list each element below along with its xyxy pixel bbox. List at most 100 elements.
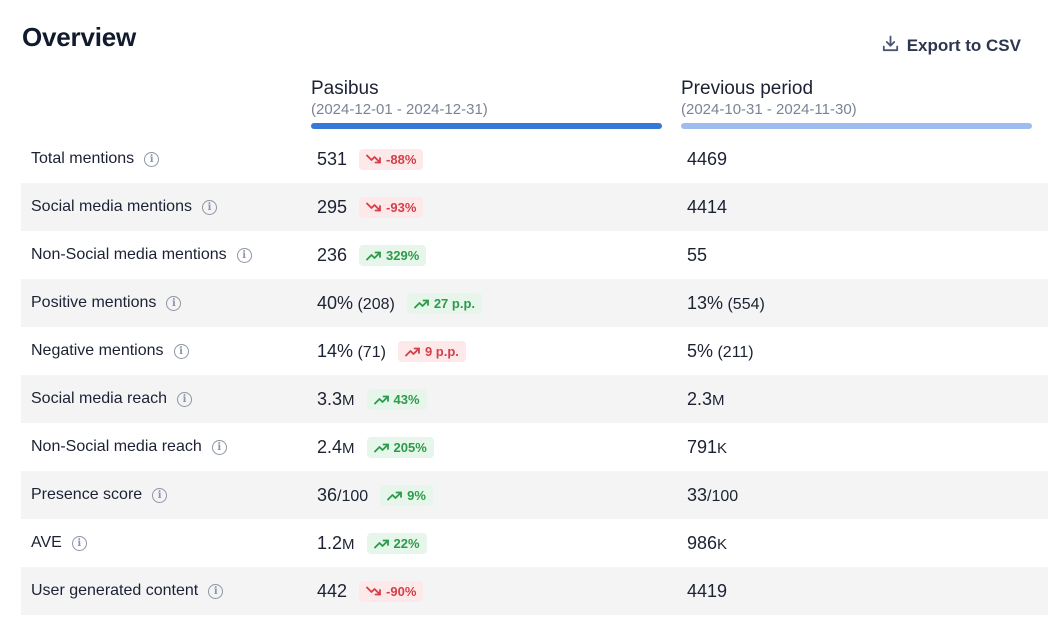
previous-value-cell: 986K — [687, 533, 727, 554]
previous-value-sub: M — [712, 391, 725, 409]
current-value-main: 3.3 — [317, 388, 343, 409]
change-value: 205% — [393, 439, 427, 455]
table-row: User generated content i 442 -90% 4419 — [21, 567, 1048, 615]
info-icon[interactable]: i — [152, 487, 168, 503]
current-value-sub: M — [342, 439, 355, 457]
current-value-cell: 2.4M 205% — [317, 436, 434, 458]
metric-label: Presence score i — [31, 486, 168, 504]
previous-value-cell: 5% (211) — [687, 341, 754, 362]
trend-up-icon — [373, 442, 389, 453]
previous-value-cell: 791K — [687, 437, 727, 458]
trend-down-icon — [366, 202, 381, 213]
previous-value-main: 4469 — [687, 148, 728, 169]
current-value-main: 236 — [317, 244, 348, 265]
previous-value-sub: K — [717, 535, 728, 553]
change-value: -90% — [386, 583, 417, 599]
previous-value-main: 33 — [687, 484, 708, 505]
column-header-current: Pasibus (2024-12-01 - 2024-12-31) — [311, 78, 662, 129]
change-value: -88% — [386, 151, 417, 167]
table-row: Non-Social media reach i 2.4M 205% 791K — [21, 423, 1048, 471]
previous-value-main: 4419 — [687, 580, 728, 601]
info-icon[interactable]: i — [177, 391, 193, 407]
previous-value-main: 55 — [687, 244, 708, 265]
current-value-main: 14% — [317, 340, 354, 361]
metric-label-text: Negative mentions — [31, 342, 164, 359]
current-value-main: 442 — [317, 580, 348, 601]
table-row: Non-Social media mentions i 236 329% 55 — [21, 231, 1048, 279]
previous-value-cell: 13% (554) — [687, 293, 765, 314]
metric-label-text: Positive mentions — [31, 294, 157, 311]
change-value: 9% — [407, 487, 426, 503]
export-csv-button[interactable]: Export to CSV — [882, 35, 1021, 57]
column-bar-current — [311, 123, 662, 129]
previous-value-main: 2.3 — [687, 388, 713, 409]
export-csv-label: Export to CSV — [906, 36, 1021, 55]
download-icon — [882, 35, 899, 57]
current-value-cell: 3.3M 43% — [317, 388, 427, 410]
table-row: Negative mentions i 14% (71) 9 p.p. 5% (… — [21, 327, 1048, 375]
trend-up-icon — [387, 490, 403, 501]
metric-label-text: Non-Social media reach — [31, 438, 202, 455]
metric-label-text: Social media mentions — [31, 198, 192, 215]
trend-down-icon — [366, 154, 381, 165]
metric-label: Positive mentions i — [31, 294, 182, 312]
metric-label: Total mentions i — [31, 150, 160, 168]
info-icon[interactable]: i — [144, 151, 160, 167]
metric-label: Social media reach i — [31, 390, 193, 408]
previous-value: 4419 — [687, 581, 727, 602]
info-icon[interactable]: i — [236, 247, 252, 263]
current-value-cell: 531 -88% — [317, 148, 424, 170]
current-value: 40% (208) — [317, 293, 395, 314]
table-row: Total mentions i 531 -88% 4469 — [21, 135, 1048, 183]
info-icon[interactable]: i — [71, 535, 87, 551]
metric-label-text: Non-Social media mentions — [31, 246, 227, 263]
current-value-sub: (71) — [353, 343, 386, 361]
current-value: 442 — [317, 581, 347, 602]
previous-value: 986K — [687, 533, 727, 554]
change-value: -93% — [386, 199, 417, 215]
previous-value: 4469 — [687, 149, 727, 170]
change-value: 9 p.p. — [424, 343, 459, 359]
trend-up-icon — [366, 250, 381, 261]
change-badge: 9 p.p. — [397, 340, 466, 362]
previous-value: 55 — [687, 245, 707, 266]
current-value: 36/100 — [317, 485, 368, 506]
info-icon[interactable]: i — [208, 583, 224, 599]
metric-label-text: Total mentions — [31, 150, 135, 167]
info-icon[interactable]: i — [201, 199, 217, 215]
current-value-cell: 295 -93% — [317, 196, 424, 218]
info-icon[interactable]: i — [173, 343, 189, 359]
metric-label: User generated content i — [31, 582, 224, 600]
change-value: 27 p.p. — [433, 295, 476, 311]
change-badge: 27 p.p. — [406, 292, 483, 314]
current-value-main: 2.4 — [317, 436, 343, 457]
metric-label-text: Presence score — [31, 486, 143, 503]
current-value: 295 — [317, 197, 347, 218]
change-badge: 43% — [366, 388, 427, 410]
previous-value-sub: /100 — [707, 487, 739, 505]
metrics-table: Total mentions i 531 -88% 4469 Social me… — [21, 135, 1048, 615]
previous-value-main: 5% — [687, 340, 714, 361]
change-value: 43% — [393, 391, 420, 407]
previous-value-main: 986 — [687, 532, 718, 553]
column-header-previous: Previous period (2024-10-31 - 2024-11-30… — [681, 78, 1032, 129]
column-range-current: (2024-12-01 - 2024-12-31) — [311, 101, 488, 118]
trend-down-icon — [366, 586, 381, 597]
metric-label: Social media mentions i — [31, 198, 217, 216]
previous-value-cell: 4419 — [687, 581, 727, 602]
column-range-previous: (2024-10-31 - 2024-11-30) — [681, 101, 857, 118]
change-value: 329% — [386, 247, 420, 263]
table-row: Positive mentions i 40% (208) 27 p.p. 13… — [21, 279, 1048, 327]
info-icon[interactable]: i — [211, 439, 227, 455]
previous-value-sub: (211) — [713, 343, 754, 361]
current-value-cell: 36/100 9% — [317, 484, 433, 506]
metric-label: Non-Social media mentions i — [31, 246, 252, 264]
current-value-main: 531 — [317, 148, 348, 169]
current-value: 3.3M — [317, 389, 355, 410]
trend-up-icon — [373, 538, 389, 549]
trend-up-icon — [405, 346, 420, 357]
change-badge: -88% — [359, 148, 424, 170]
change-value: 22% — [393, 535, 420, 551]
previous-value-sub: K — [717, 439, 728, 457]
info-icon[interactable]: i — [166, 295, 182, 311]
